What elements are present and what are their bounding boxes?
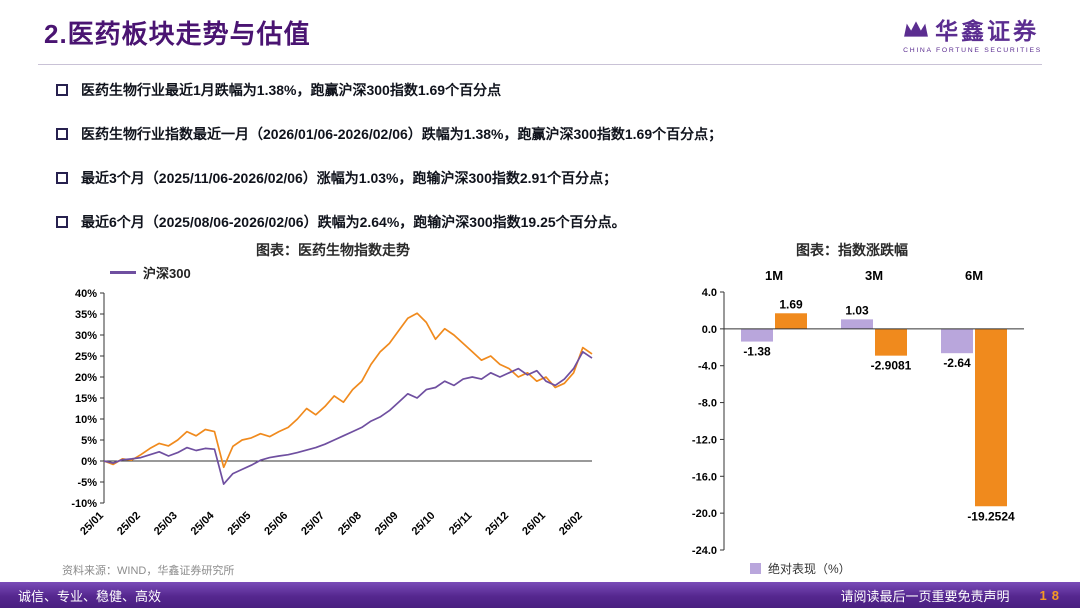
svg-text:25/05: 25/05 bbox=[225, 510, 253, 538]
svg-text:25/06: 25/06 bbox=[262, 510, 290, 538]
trend-chart-legend: 沪深300 bbox=[110, 263, 650, 281]
svg-text:25/12: 25/12 bbox=[483, 510, 511, 538]
source-note: 资料来源：WIND，华鑫证券研究所 bbox=[62, 565, 235, 577]
brand-subtitle: CHINA FORTUNE SECURITIES bbox=[903, 47, 1042, 54]
svg-text:25/02: 25/02 bbox=[115, 510, 143, 538]
svg-text:3M: 3M bbox=[865, 268, 883, 283]
charts-row: 图表：医药生物指数走势 沪深300 40% 35% 30% 25% 20% 15% 10% 5… bbox=[0, 236, 1080, 577]
bullet-text: 医药生物行业指数最近一月（2026/01/06-2026/02/06）跌幅为1.… bbox=[81, 126, 723, 142]
svg-text:-5%: -5% bbox=[77, 477, 97, 489]
svg-text:35%: 35% bbox=[75, 309, 97, 321]
bullet-item: 最近3个月（2025/11/06-2026/02/06）涨幅为1.03%，跑输沪… bbox=[56, 168, 1044, 188]
bullet-square-icon bbox=[56, 128, 68, 140]
csi300-legend-label: 沪深300 bbox=[143, 265, 191, 281]
bullet-item: 最近6个月（2025/08/06-2026/02/06）跌幅为2.64%，跑输沪… bbox=[56, 212, 1044, 232]
svg-text:25/08: 25/08 bbox=[336, 510, 364, 538]
svg-text:25/03: 25/03 bbox=[152, 510, 180, 538]
svg-text:-4.0: -4.0 bbox=[698, 361, 717, 373]
svg-text:-12.0: -12.0 bbox=[692, 434, 717, 446]
svg-text:25%: 25% bbox=[75, 351, 97, 363]
crown-icon bbox=[904, 21, 929, 37]
svg-text:0.0: 0.0 bbox=[702, 324, 717, 336]
performance-chart: 4.0 0.0 -4.0 -8.0 -12.0 -16.0 -20.0 -24.0 1M 3M 6M… bbox=[692, 268, 1024, 556]
svg-text:-16.0: -16.0 bbox=[692, 471, 717, 483]
performance-chart-panel: 图表：指数涨跌幅 4.0 0.0 -4.0 -8.0 -12.0 -16.0 -20.0 -2… bbox=[650, 236, 1080, 577]
svg-text:25/09: 25/09 bbox=[373, 510, 401, 538]
svg-text:20%: 20% bbox=[75, 372, 97, 384]
header-divider bbox=[38, 64, 1042, 65]
trend-chart-title: 图表：医药生物指数走势 bbox=[256, 242, 410, 258]
footer-motto: 诚信、专业、稳健、高效 bbox=[18, 588, 162, 604]
svg-text:30%: 30% bbox=[75, 330, 97, 342]
page-title: 2.医药板块走势与估值 bbox=[44, 19, 311, 49]
svg-text:1.69: 1.69 bbox=[779, 297, 803, 311]
svg-text:-2.64: -2.64 bbox=[943, 356, 971, 370]
performance-chart-title: 图表：指数涨跌幅 bbox=[796, 242, 908, 258]
bullet-text: 最近6个月（2025/08/06-2026/02/06）跌幅为2.64%，跑输沪… bbox=[81, 214, 626, 230]
svg-text:-20.0: -20.0 bbox=[692, 508, 717, 520]
performance-chart-legend: 绝对表现（%） bbox=[750, 560, 1080, 577]
summary-bullets: 医药生物行业最近1月跌幅为1.38%，跑赢沪深300指数1.69个百分点 医药生… bbox=[56, 80, 1044, 256]
svg-text:26/01: 26/01 bbox=[520, 510, 548, 538]
bullet-square-icon bbox=[56, 84, 68, 96]
bullet-square-icon bbox=[56, 216, 68, 228]
svg-text:-19.2524: -19.2524 bbox=[967, 509, 1015, 523]
page-number: 18 bbox=[1039, 587, 1064, 603]
svg-text:26/02: 26/02 bbox=[557, 510, 585, 538]
svg-text:40%: 40% bbox=[75, 288, 97, 300]
svg-text:15%: 15% bbox=[75, 393, 97, 405]
svg-text:6M: 6M bbox=[965, 268, 983, 283]
svg-text:5%: 5% bbox=[81, 435, 97, 447]
svg-text:25/07: 25/07 bbox=[299, 510, 327, 538]
absolute-performance-legend-swatch-icon bbox=[750, 563, 761, 574]
svg-text:1M: 1M bbox=[765, 268, 783, 283]
svg-text:25/04: 25/04 bbox=[189, 509, 218, 538]
svg-text:25/01: 25/01 bbox=[78, 510, 106, 538]
svg-text:-8.0: -8.0 bbox=[698, 398, 717, 410]
svg-text:1.03: 1.03 bbox=[845, 303, 869, 317]
svg-text:10%: 10% bbox=[75, 414, 97, 426]
svg-text:25/11: 25/11 bbox=[447, 510, 475, 538]
absolute-performance-legend-label: 绝对表现（%） bbox=[768, 562, 851, 576]
bullet-item: 医药生物行业指数最近一月（2026/01/06-2026/02/06）跌幅为1.… bbox=[56, 124, 1044, 144]
svg-text:4.0: 4.0 bbox=[702, 287, 717, 299]
bullet-text: 医药生物行业最近1月跌幅为1.38%，跑赢沪深300指数1.69个百分点 bbox=[81, 82, 502, 98]
svg-text:-24.0: -24.0 bbox=[692, 545, 717, 556]
svg-text:-10%: -10% bbox=[71, 498, 97, 510]
svg-text:-2.9081: -2.9081 bbox=[871, 359, 912, 373]
footer-disclaimer: 请阅读最后一页重要免责声明 bbox=[840, 588, 1010, 604]
bullet-square-icon bbox=[56, 172, 68, 184]
brand-name: 华鑫证券 bbox=[935, 18, 1040, 44]
footer-bar: 诚信、专业、稳健、高效 请阅读最后一页重要免责声明 18 bbox=[0, 582, 1080, 608]
trend-chart: 40% 35% 30% 25% 20% 15% 10% 5% 0% -5% -10%25/01 25/… bbox=[71, 288, 593, 538]
svg-text:-1.38: -1.38 bbox=[743, 345, 771, 359]
svg-text:25/10: 25/10 bbox=[410, 510, 438, 538]
brand-logo: 华鑫证券 CHINA FORTUNE SECURITIES bbox=[903, 12, 1042, 54]
csi300-legend-line-icon bbox=[110, 270, 136, 274]
bullet-item: 医药生物行业最近1月跌幅为1.38%，跑赢沪深300指数1.69个百分点 bbox=[56, 80, 1044, 100]
trend-chart-panel: 图表：医药生物指数走势 沪深300 40% 35% 30% 25% 20% 15% 10% 5… bbox=[0, 236, 650, 577]
svg-text:0%: 0% bbox=[81, 456, 97, 468]
bullet-text: 最近3个月（2025/11/06-2026/02/06）涨幅为1.03%，跑输沪… bbox=[81, 170, 618, 186]
